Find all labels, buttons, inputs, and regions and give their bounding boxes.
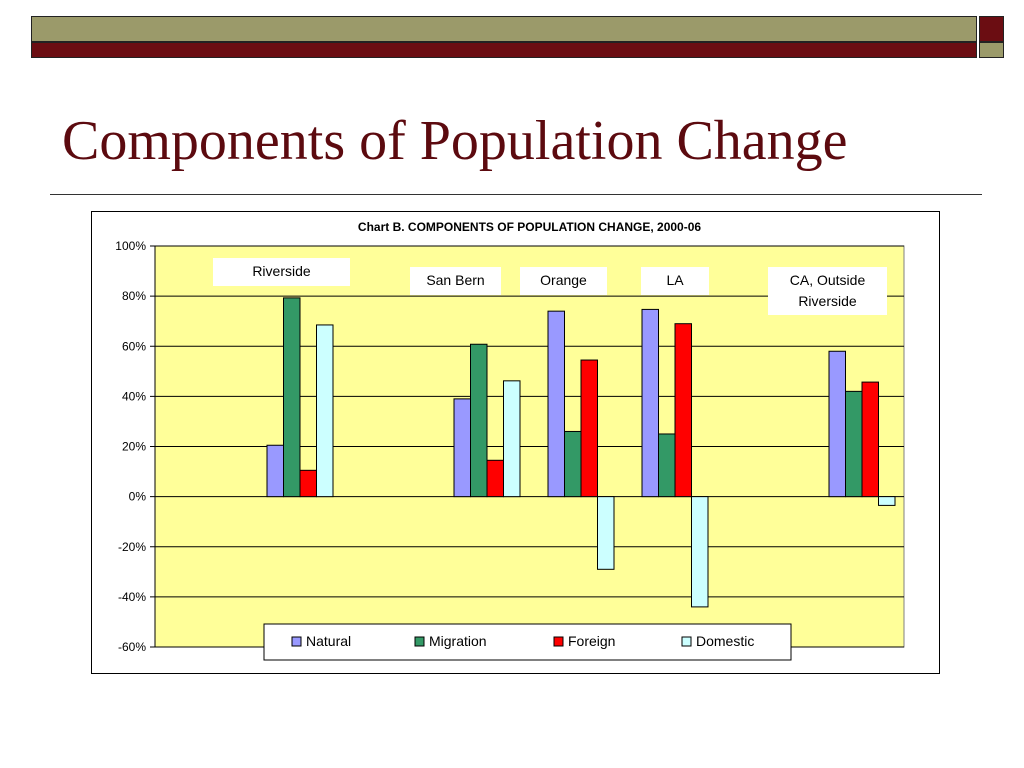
y-tick-label: -20% bbox=[118, 540, 146, 554]
y-tick-label: 60% bbox=[122, 339, 146, 353]
category-label-box bbox=[520, 267, 607, 295]
bar-domestic bbox=[691, 496, 709, 608]
bar-natural bbox=[266, 444, 284, 498]
chart-frame: Chart B. COMPONENTS OF POPULATION CHANGE… bbox=[91, 211, 940, 674]
bar-natural bbox=[828, 350, 846, 498]
bar-natural bbox=[641, 308, 659, 498]
legend-label: Natural bbox=[306, 633, 351, 649]
category-label-box bbox=[768, 267, 887, 315]
chart-title: Chart B. COMPONENTS OF POPULATION CHANGE… bbox=[358, 220, 701, 234]
top-bar-olive bbox=[31, 16, 977, 42]
y-tick-label: -60% bbox=[118, 640, 146, 654]
bar-foreign bbox=[674, 323, 692, 498]
corner-square-olive bbox=[979, 42, 1004, 58]
category-label: Orange bbox=[540, 272, 587, 288]
top-bar-maroon bbox=[31, 42, 977, 58]
bar-domestic bbox=[597, 496, 615, 570]
population-change-chart: Chart B. COMPONENTS OF POPULATION CHANGE… bbox=[115, 220, 905, 661]
bar-domestic bbox=[878, 496, 896, 506]
legend-swatch bbox=[291, 636, 302, 647]
title-rule bbox=[50, 194, 982, 195]
bar-migration bbox=[283, 297, 301, 498]
y-tick-label: 0% bbox=[129, 490, 147, 504]
category-label: Riverside bbox=[798, 293, 857, 309]
category-label-box bbox=[410, 267, 501, 295]
y-tick-label: -40% bbox=[118, 590, 146, 604]
bar-foreign bbox=[861, 381, 879, 498]
bar-migration bbox=[470, 343, 488, 498]
legend-label: Migration bbox=[429, 633, 487, 649]
bar-foreign bbox=[486, 459, 504, 498]
bar-migration bbox=[564, 430, 582, 498]
bar-domestic bbox=[316, 324, 334, 498]
category-label-box bbox=[641, 267, 709, 295]
bar-foreign bbox=[299, 469, 317, 498]
category-label: San Bern bbox=[426, 272, 484, 288]
bar-migration bbox=[658, 433, 676, 498]
y-tick-label: 20% bbox=[122, 440, 146, 454]
corner-square-maroon bbox=[979, 16, 1004, 42]
legend-label: Foreign bbox=[568, 633, 615, 649]
bar-foreign bbox=[580, 359, 598, 498]
bar-natural bbox=[547, 310, 565, 498]
category-label: CA, Outside bbox=[790, 272, 866, 288]
bar-migration bbox=[845, 390, 863, 498]
slide-title: Components of Population Change bbox=[62, 110, 848, 172]
bar-domestic bbox=[503, 380, 521, 498]
y-tick-label: 80% bbox=[122, 289, 146, 303]
bar-natural bbox=[453, 398, 471, 498]
category-label: LA bbox=[666, 272, 684, 288]
legend-swatch bbox=[681, 636, 692, 647]
legend-swatch bbox=[553, 636, 564, 647]
legend-label: Domestic bbox=[696, 633, 754, 649]
y-tick-label: 40% bbox=[122, 389, 146, 403]
legend bbox=[263, 623, 792, 661]
category-label-box bbox=[213, 258, 350, 286]
category-label: Riverside bbox=[252, 263, 311, 279]
legend-swatch bbox=[414, 636, 425, 647]
y-tick-label: 100% bbox=[115, 239, 146, 253]
